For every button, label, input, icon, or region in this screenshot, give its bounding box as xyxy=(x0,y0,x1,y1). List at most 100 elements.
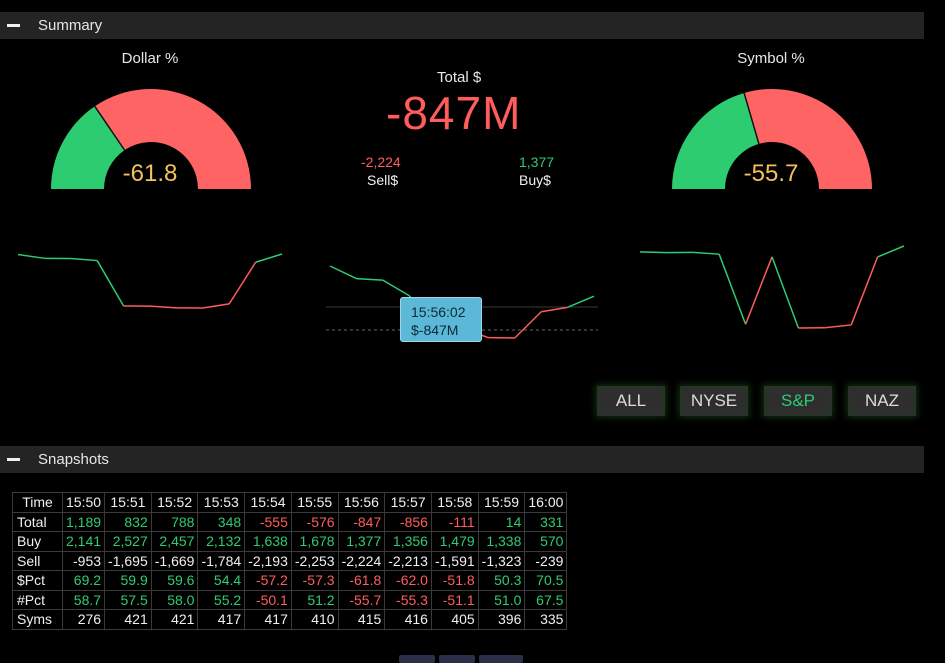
table-cell: -55.3 xyxy=(385,590,432,610)
symbol-gauge-title: Symbol % xyxy=(671,50,871,67)
snapshots-header[interactable]: Snapshots xyxy=(0,446,924,473)
sparkline-segment xyxy=(878,246,904,257)
table-cell: -1,784 xyxy=(198,551,245,571)
table-cell: -576 xyxy=(291,512,338,532)
sparkline-segment xyxy=(203,304,229,308)
table-cell: -61.8 xyxy=(338,571,385,591)
sell-label: Sell$ xyxy=(367,172,398,188)
table-cell: 51.2 xyxy=(291,590,338,610)
table-cell: 67.5 xyxy=(525,590,567,610)
row-label: $Pct xyxy=(13,571,63,591)
filter-all-button[interactable]: ALL xyxy=(597,386,665,416)
sparkline-segment xyxy=(693,252,719,254)
table-cell: 2,457 xyxy=(151,532,198,552)
sparkline-segment xyxy=(229,262,255,304)
table-cell: -239 xyxy=(525,551,567,571)
column-header: 15:52 xyxy=(151,493,198,513)
sell-value: -2,224 xyxy=(361,154,401,170)
sparkline-segment xyxy=(18,255,44,259)
column-header: 15:56 xyxy=(338,493,385,513)
table-cell: 58.0 xyxy=(151,590,198,610)
sparkline-segment xyxy=(640,252,666,253)
sparkline-segment xyxy=(150,306,176,308)
table-cell: -1,669 xyxy=(151,551,198,571)
table-cell: 1,338 xyxy=(478,532,525,552)
collapse-icon[interactable] xyxy=(7,458,20,461)
collapse-icon[interactable] xyxy=(7,24,20,27)
symbol-gauge-value: -55.7 xyxy=(721,160,821,188)
column-header: 15:57 xyxy=(385,493,432,513)
table-cell: 421 xyxy=(151,610,198,630)
table-cell: 59.9 xyxy=(105,571,152,591)
table-cell: 348 xyxy=(198,512,245,532)
table-cell: 57.5 xyxy=(105,590,152,610)
sparkline-segment xyxy=(383,280,409,295)
table-cell: 415 xyxy=(338,610,385,630)
table-cell: -57.2 xyxy=(245,571,292,591)
dollar-gauge-value: -61.8 xyxy=(100,160,200,188)
sparkline-segment xyxy=(568,296,594,307)
table-cell: 416 xyxy=(385,610,432,630)
table-row: Sell-953-1,695-1,669-1,784-2,193-2,253-2… xyxy=(13,551,567,571)
summary-header[interactable]: Summary xyxy=(0,12,924,39)
table-cell: -2,253 xyxy=(291,551,338,571)
pagination-pill[interactable] xyxy=(479,655,523,663)
table-cell: 1,377 xyxy=(338,532,385,552)
table-cell: 832 xyxy=(105,512,152,532)
filter-nyse-button[interactable]: NYSE xyxy=(680,386,748,416)
table-cell: 410 xyxy=(291,610,338,630)
column-header: 15:58 xyxy=(431,493,478,513)
table-cell: 1,638 xyxy=(245,532,292,552)
column-header: 15:55 xyxy=(291,493,338,513)
table-cell: 14 xyxy=(478,512,525,532)
table-cell: -51.1 xyxy=(431,590,478,610)
table-cell: 51.0 xyxy=(478,590,525,610)
dollar-pct-sparkline xyxy=(14,250,286,312)
table-cell: -856 xyxy=(385,512,432,532)
table-cell: -953 xyxy=(63,551,105,571)
table-cell: 417 xyxy=(198,610,245,630)
sparkline-segment xyxy=(256,254,282,262)
sparkline-segment xyxy=(825,325,851,328)
column-header-time: Time xyxy=(13,493,63,513)
table-cell: 2,141 xyxy=(63,532,105,552)
column-header: 15:59 xyxy=(478,493,525,513)
table-cell: -50.1 xyxy=(245,590,292,610)
row-label: Buy xyxy=(13,532,63,552)
table-cell: 331 xyxy=(525,512,567,532)
table-cell: 570 xyxy=(525,532,567,552)
sparkline-segment xyxy=(515,312,541,338)
filter-naz-button[interactable]: NAZ xyxy=(848,386,916,416)
table-cell: 54.4 xyxy=(198,571,245,591)
table-cell: 421 xyxy=(105,610,152,630)
column-header: 15:54 xyxy=(245,493,292,513)
table-cell: 335 xyxy=(525,610,567,630)
sparkline-segment xyxy=(356,279,382,281)
row-label: Syms xyxy=(13,610,63,630)
table-cell: -1,695 xyxy=(105,551,152,571)
column-header: 15:53 xyxy=(198,493,245,513)
sparkline-segment xyxy=(71,258,97,260)
sparkline-segment xyxy=(851,257,877,325)
sparkline-segment xyxy=(772,257,798,328)
table-cell: 1,189 xyxy=(63,512,105,532)
column-header: 16:00 xyxy=(525,493,567,513)
table-cell: -1,591 xyxy=(431,551,478,571)
column-header: 15:50 xyxy=(63,493,105,513)
table-cell: -111 xyxy=(431,512,478,532)
table-cell: -1,323 xyxy=(478,551,525,571)
filter-sp-button[interactable]: S&P xyxy=(764,386,832,416)
summary-title: Summary xyxy=(38,17,102,34)
table-cell: 2,527 xyxy=(105,532,152,552)
pagination-pill[interactable] xyxy=(399,655,435,663)
row-label: Sell xyxy=(13,551,63,571)
table-cell: -2,213 xyxy=(385,551,432,571)
pagination-pill[interactable] xyxy=(439,655,475,663)
